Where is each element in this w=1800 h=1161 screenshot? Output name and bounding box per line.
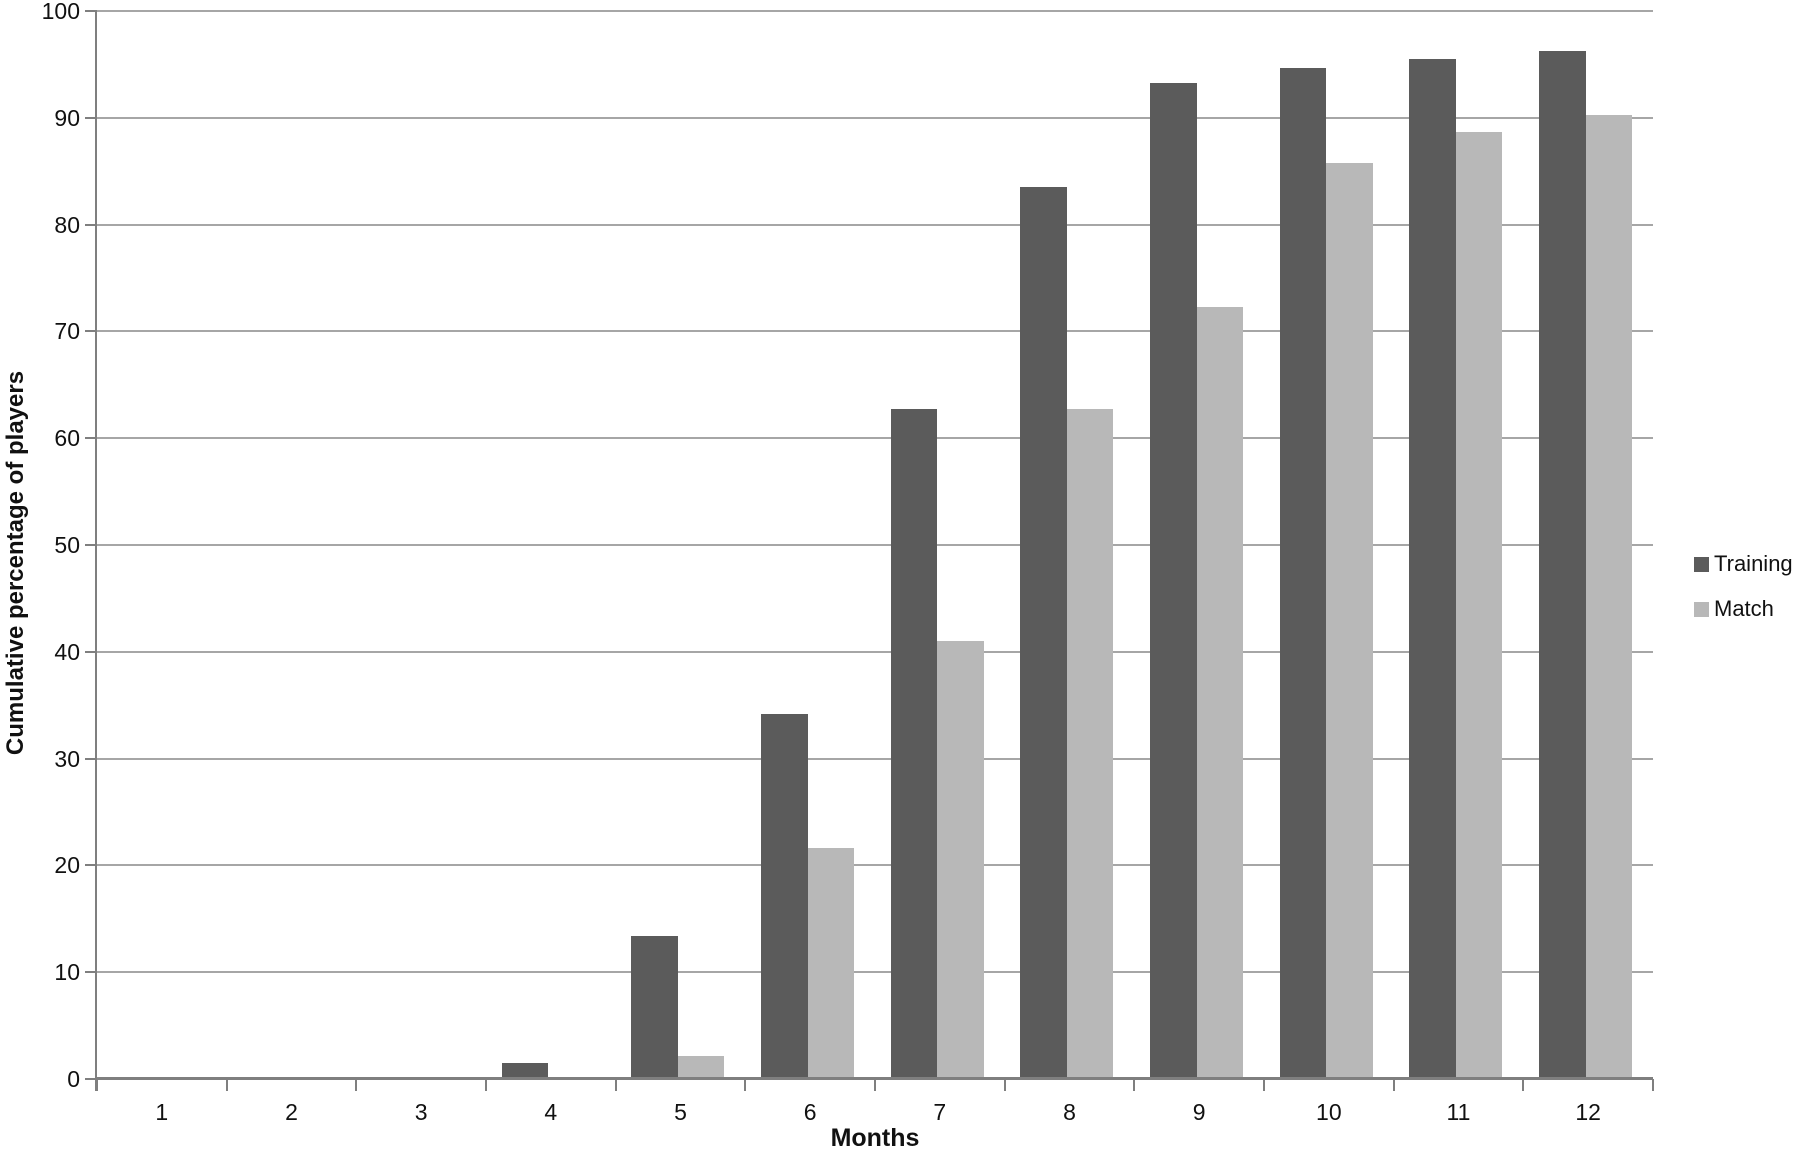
- y-axis-tick-label: 60: [54, 425, 80, 452]
- y-axis-tick-label: 70: [54, 318, 80, 345]
- gridline: [97, 544, 1653, 546]
- legend-item-match: Match: [1694, 597, 1793, 621]
- x-axis-tick: [744, 1079, 747, 1091]
- bar-training-month-7: [890, 409, 938, 1079]
- x-axis-tick: [1392, 1079, 1395, 1091]
- x-axis-tick: [485, 1079, 487, 1091]
- gridline: [97, 116, 1653, 119]
- bar-training-month-10: [1279, 67, 1327, 1079]
- gridline: [97, 223, 1653, 226]
- legend: Training Match: [1694, 552, 1793, 642]
- y-axis-tick: [85, 10, 97, 12]
- x-axis-tick-label: 6: [803, 1099, 817, 1125]
- gridline: [97, 971, 1653, 974]
- gridline: [97, 757, 1653, 760]
- bar-training-month-4: [501, 1062, 549, 1079]
- y-axis-tick: [85, 971, 97, 974]
- gridline: [97, 10, 1653, 12]
- bar-training-month-5: [631, 935, 678, 1079]
- y-axis-line: [95, 11, 97, 1091]
- y-axis-tick-label: 40: [54, 638, 80, 665]
- x-axis-tick-label: 8: [1063, 1099, 1076, 1125]
- bar-match-month-7: [937, 641, 984, 1079]
- x-axis-tick-label: 1: [155, 1099, 169, 1125]
- x-axis-tick: [874, 1079, 876, 1091]
- x-axis-tick-label: 4: [544, 1099, 558, 1125]
- gridline: [97, 330, 1653, 333]
- gridline: [97, 864, 1653, 867]
- legend-swatch-match-icon: [1694, 601, 1709, 617]
- gridline: [97, 437, 1653, 440]
- bar-match-month-12: [1585, 114, 1632, 1079]
- y-axis-tick: [85, 1078, 97, 1080]
- y-axis-tick: [85, 330, 97, 333]
- y-axis-tick: [85, 116, 97, 119]
- y-axis-tick: [85, 864, 97, 867]
- y-axis-tick-label: 30: [54, 745, 80, 772]
- y-axis-tick: [85, 757, 97, 760]
- bar-training-month-12: [1539, 50, 1586, 1079]
- y-axis-tick: [85, 437, 97, 440]
- y-axis-tick-label: 90: [54, 104, 80, 131]
- y-axis-tick: [85, 650, 97, 653]
- x-axis-tick: [1003, 1079, 1006, 1091]
- x-axis-tick: [225, 1079, 228, 1091]
- x-axis-tick: [96, 1079, 98, 1091]
- y-axis-tick-label: 0: [67, 1066, 80, 1092]
- legend-swatch-training-icon: [1694, 556, 1709, 572]
- y-axis-tick: [85, 223, 97, 226]
- x-axis-tick-label: 5: [674, 1099, 687, 1125]
- x-axis-tick-label: 9: [1192, 1099, 1206, 1125]
- x-axis-tick: [1133, 1079, 1136, 1091]
- legend-label-training: Training: [1714, 551, 1793, 576]
- y-axis-tick: [85, 544, 97, 546]
- y-axis-tick-label: 80: [54, 211, 80, 238]
- x-axis-tick: [1652, 1079, 1654, 1091]
- x-axis-tick: [614, 1079, 617, 1091]
- bar-training-month-6: [761, 713, 808, 1079]
- legend-item-training: Training: [1694, 552, 1793, 576]
- y-axis-tick-label: 20: [54, 852, 80, 879]
- x-axis-tick-label: 12: [1575, 1099, 1601, 1125]
- x-axis-tick: [1263, 1079, 1265, 1091]
- x-axis-tick: [1522, 1079, 1525, 1091]
- y-axis-tick-label: 100: [41, 0, 80, 24]
- bar-training-month-11: [1409, 59, 1456, 1079]
- gridline: [97, 650, 1653, 653]
- legend-label-match: Match: [1714, 596, 1774, 621]
- x-axis-line: [95, 1077, 1653, 1080]
- y-axis-tick-label: 10: [54, 959, 80, 986]
- bar-match-month-10: [1326, 162, 1373, 1079]
- x-axis-tick-label: 2: [285, 1099, 298, 1125]
- bar-match-month-6: [807, 848, 854, 1079]
- bar-training-month-8: [1020, 187, 1067, 1079]
- x-axis-tick-label: 7: [933, 1099, 947, 1125]
- x-axis-tick-label: 11: [1446, 1099, 1471, 1125]
- x-axis-title: Months: [830, 1124, 920, 1152]
- x-axis-tick-label: 3: [414, 1099, 428, 1125]
- bar-match-month-9: [1196, 306, 1243, 1079]
- bar-training-month-9: [1150, 82, 1197, 1079]
- bar-match-month-11: [1455, 131, 1503, 1079]
- y-axis-tick-label: 50: [54, 532, 80, 558]
- bar-match-month-8: [1066, 409, 1114, 1079]
- x-axis-tick-label: 10: [1316, 1099, 1342, 1125]
- x-axis-tick: [355, 1079, 358, 1091]
- bar-match-month-5: [677, 1055, 725, 1079]
